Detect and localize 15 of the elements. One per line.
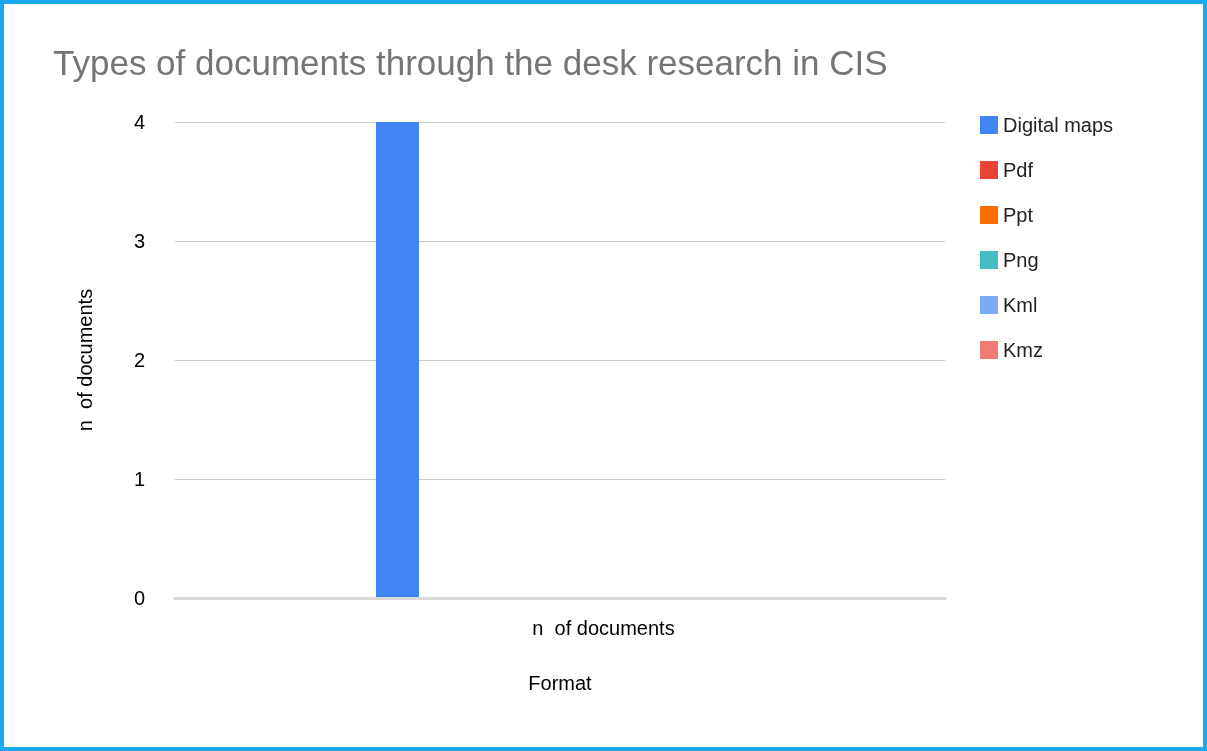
legend-label: Kml bbox=[1003, 294, 1038, 316]
legend-label: Png bbox=[1003, 249, 1039, 271]
y-tick-label: 1 bbox=[133, 468, 145, 490]
legend-label: Ppt bbox=[1003, 204, 1034, 226]
x-axis-title: Format bbox=[528, 672, 593, 694]
y-tick-label: 4 bbox=[133, 111, 145, 133]
y-tick-label: 0 bbox=[133, 587, 145, 609]
y-tick-label: 3 bbox=[133, 230, 145, 252]
legend-label: Kmz bbox=[1003, 339, 1043, 361]
text: n of documents bbox=[532, 617, 675, 639]
legend-label: Pdf bbox=[1003, 159, 1034, 181]
y-axis-title: n of documents bbox=[74, 288, 96, 432]
y-tick-label: 2 bbox=[133, 349, 145, 371]
legend-label: Digital maps bbox=[1003, 114, 1114, 136]
chart-title: Types of documents through the desk research in CIS bbox=[53, 43, 888, 82]
